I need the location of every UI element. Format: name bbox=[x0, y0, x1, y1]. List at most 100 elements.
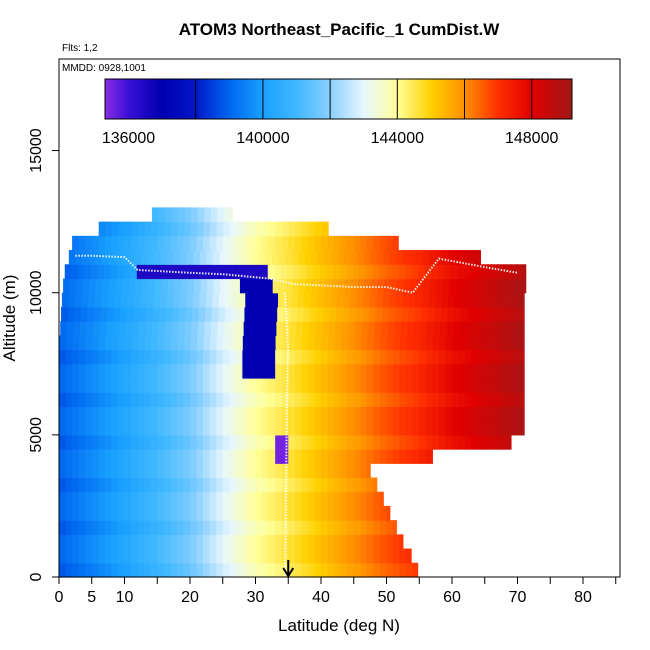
heatmap-cell bbox=[262, 520, 270, 535]
heatmap-cell bbox=[393, 363, 401, 379]
heatmap-cell bbox=[203, 363, 211, 379]
heatmap-cell bbox=[98, 463, 106, 479]
heatmap-cell bbox=[172, 306, 180, 322]
heatmap-cell bbox=[176, 420, 185, 436]
colorbar-segment bbox=[205, 79, 209, 119]
heatmap-cell bbox=[281, 505, 289, 521]
heatmap-cell bbox=[296, 321, 304, 336]
heatmap-cell bbox=[216, 349, 224, 365]
heatmap-cell bbox=[68, 292, 76, 308]
heatmap-cell bbox=[235, 449, 243, 464]
heatmap-cell bbox=[351, 278, 359, 294]
heatmap-cell bbox=[216, 491, 224, 507]
heatmap-cell bbox=[196, 420, 204, 436]
heatmap-cell bbox=[231, 306, 239, 322]
heatmap-cell bbox=[393, 520, 397, 535]
heatmap-cell bbox=[78, 392, 86, 408]
heatmap-cell bbox=[281, 363, 289, 379]
heatmap-cell bbox=[72, 449, 80, 464]
heatmap-cell bbox=[268, 406, 276, 422]
heatmap-cell bbox=[370, 278, 379, 294]
heatmap-cell bbox=[192, 292, 201, 308]
heatmap-cell bbox=[170, 335, 178, 351]
heatmap-cell bbox=[393, 434, 401, 450]
heatmap-cell bbox=[288, 505, 296, 521]
heatmap-cell bbox=[222, 406, 230, 422]
heatmap-cell bbox=[389, 250, 397, 265]
heatmap-cell bbox=[76, 278, 84, 294]
heatmap-cell bbox=[314, 235, 322, 251]
colorbar-segment bbox=[135, 79, 139, 119]
heatmap-cell bbox=[229, 349, 237, 365]
heatmap-cell bbox=[150, 392, 158, 408]
heatmap-cell bbox=[186, 250, 194, 265]
colorbar-segment bbox=[428, 79, 433, 119]
heatmap-cell bbox=[91, 420, 99, 436]
colorbar-segment bbox=[318, 79, 323, 119]
heatmap-cell bbox=[233, 278, 241, 294]
heatmap-cell bbox=[164, 335, 172, 351]
heatmap-cell bbox=[497, 392, 505, 408]
x-tick-label: 5 bbox=[87, 589, 96, 606]
heatmap-cell bbox=[124, 505, 132, 521]
colorbar-segment bbox=[168, 79, 173, 119]
heatmap-cell bbox=[190, 534, 198, 550]
heatmap-cell bbox=[131, 349, 139, 365]
heatmap-cell bbox=[330, 292, 338, 308]
heatmap-cell bbox=[334, 449, 342, 464]
colorbar-segment bbox=[211, 79, 216, 119]
colorbar-segment bbox=[245, 79, 249, 119]
heatmap-cell bbox=[420, 321, 428, 336]
heatmap-cell bbox=[248, 264, 256, 280]
colorbar-segment bbox=[438, 79, 443, 119]
colorbar-segment bbox=[345, 79, 350, 119]
heatmap-cell bbox=[111, 477, 119, 493]
heatmap-cell bbox=[465, 349, 473, 365]
heatmap-cell bbox=[127, 292, 135, 308]
colorbar-segment bbox=[278, 79, 283, 119]
heatmap-cell bbox=[305, 278, 313, 294]
heatmap-cell bbox=[469, 278, 477, 294]
heatmap-cell bbox=[82, 278, 90, 294]
heatmap-cell bbox=[275, 349, 283, 365]
colorbar-segment bbox=[255, 79, 259, 119]
heatmap-cell bbox=[160, 250, 168, 265]
heatmap-cell bbox=[334, 562, 342, 578]
heatmap-cell bbox=[216, 449, 224, 464]
heatmap-cell bbox=[170, 392, 178, 408]
heatmap-cell bbox=[176, 434, 185, 450]
heatmap-cell bbox=[452, 363, 460, 379]
heatmap-cell bbox=[150, 434, 158, 450]
heatmap-cell bbox=[176, 377, 185, 393]
heatmap-cell bbox=[178, 207, 186, 223]
heatmap-cell bbox=[366, 363, 374, 379]
heatmap-cell bbox=[426, 335, 434, 351]
heatmap-cell bbox=[137, 520, 145, 535]
heatmap-cell bbox=[235, 349, 243, 365]
heatmap-cell bbox=[478, 335, 486, 351]
heatmap-cell bbox=[505, 321, 513, 336]
heatmap-cell bbox=[150, 520, 158, 535]
colorbar-segment bbox=[138, 79, 143, 119]
heatmap-cell bbox=[447, 306, 455, 322]
heatmap-cell bbox=[304, 292, 312, 308]
heatmap-cell bbox=[209, 434, 217, 450]
colorbar-segment bbox=[431, 79, 436, 119]
heatmap-cell bbox=[65, 377, 73, 393]
heatmap-cell bbox=[85, 505, 93, 521]
heatmap-cell bbox=[458, 406, 466, 422]
heatmap-cell bbox=[411, 264, 420, 280]
colorbar-segment bbox=[105, 79, 109, 119]
heatmap-cell bbox=[360, 477, 368, 493]
heatmap-cell bbox=[288, 406, 296, 422]
heatmap-cell bbox=[516, 264, 524, 280]
heatmap-cell bbox=[294, 406, 302, 422]
heatmap-cell bbox=[132, 321, 140, 336]
heatmap-cell bbox=[137, 449, 145, 464]
heatmap-cell bbox=[379, 406, 388, 422]
heatmap-cell bbox=[59, 406, 67, 422]
heatmap-cell bbox=[294, 520, 302, 535]
heatmap-cell bbox=[376, 250, 384, 265]
heatmap-cell bbox=[340, 562, 348, 578]
heatmap-cell bbox=[105, 221, 113, 237]
